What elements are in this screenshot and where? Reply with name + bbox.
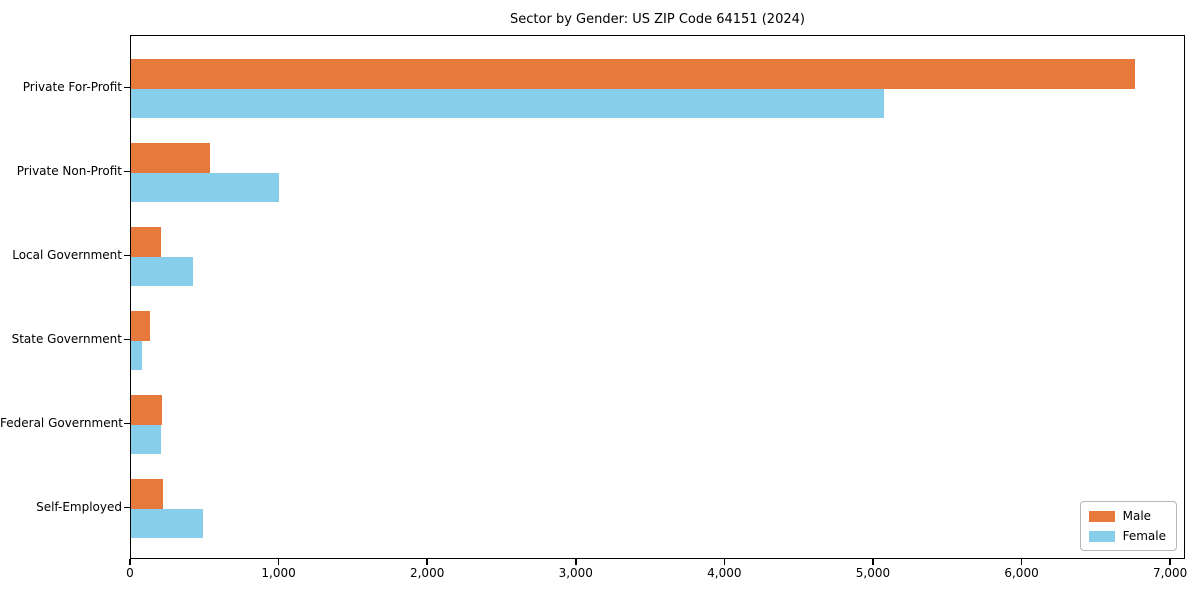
legend-swatch-female	[1088, 530, 1115, 542]
bar-male-federal-government	[131, 395, 163, 425]
x-tick-label-6-000: 6,000	[1004, 566, 1039, 580]
y-tick-label-self-employed: Self-Employed	[36, 499, 122, 514]
x-tick-label-7-000: 7,000	[1152, 566, 1188, 580]
legend-item-female: Female	[1088, 529, 1166, 543]
bar-female-state-government	[131, 340, 143, 371]
x-tick-label-1-000: 1,000	[261, 566, 296, 580]
legend-swatch-male	[1088, 510, 1115, 522]
x-tick-mark	[277, 559, 280, 565]
plot-area: Male Female	[130, 35, 1185, 559]
x-tick-label-5-000: 5,000	[855, 566, 891, 580]
bar-male-state-government	[131, 311, 151, 341]
x-tick-label-4-000: 4,000	[707, 566, 742, 580]
y-tick-mark	[124, 506, 130, 509]
bar-male-private-for-profit	[131, 59, 1136, 89]
legend: Male Female	[1079, 501, 1177, 551]
legend-rows: Male Female	[1088, 509, 1166, 543]
x-tick-label-3-000: 3,000	[558, 566, 593, 580]
y-tick-label-federal-government: Federal Government	[0, 415, 123, 430]
bar-male-local-government	[131, 227, 162, 257]
x-tick-mark	[1169, 559, 1171, 565]
x-tick-mark	[426, 559, 428, 565]
bar-female-private-non-profit	[131, 172, 280, 203]
bar-male-self-employed	[131, 479, 163, 509]
x-tick-mark	[575, 559, 577, 565]
bar-female-federal-government	[131, 424, 162, 455]
legend-label-female: Female	[1122, 529, 1166, 543]
y-tick-mark	[124, 86, 130, 89]
x-tick-label-0: 0	[126, 566, 134, 580]
y-tick-label-local-government: Local Government	[12, 247, 122, 262]
chart-title: Sector by Gender: US ZIP Code 64151 (202…	[510, 12, 805, 27]
x-tick-label-2-000: 2,000	[409, 566, 445, 580]
x-tick-mark	[872, 559, 874, 565]
bar-female-local-government	[131, 256, 194, 287]
x-tick-mark	[1020, 559, 1023, 565]
y-tick-mark	[124, 170, 130, 173]
y-tick-mark	[124, 254, 130, 257]
x-tick-mark	[129, 559, 131, 565]
bar-male-private-non-profit	[131, 143, 211, 173]
y-tick-mark	[124, 338, 130, 341]
y-tick-label-state-government: State Government	[11, 331, 122, 346]
bar-female-self-employed	[131, 508, 203, 539]
y-tick-label-private-for-profit: Private For-Profit	[22, 79, 122, 94]
bar-female-private-for-profit	[131, 88, 884, 119]
legend-item-male: Male	[1088, 509, 1166, 523]
y-tick-label-private-non-profit: Private Non-Profit	[16, 163, 122, 178]
legend-label-male: Male	[1122, 509, 1152, 523]
y-tick-mark	[124, 422, 130, 425]
x-tick-mark	[723, 559, 726, 565]
